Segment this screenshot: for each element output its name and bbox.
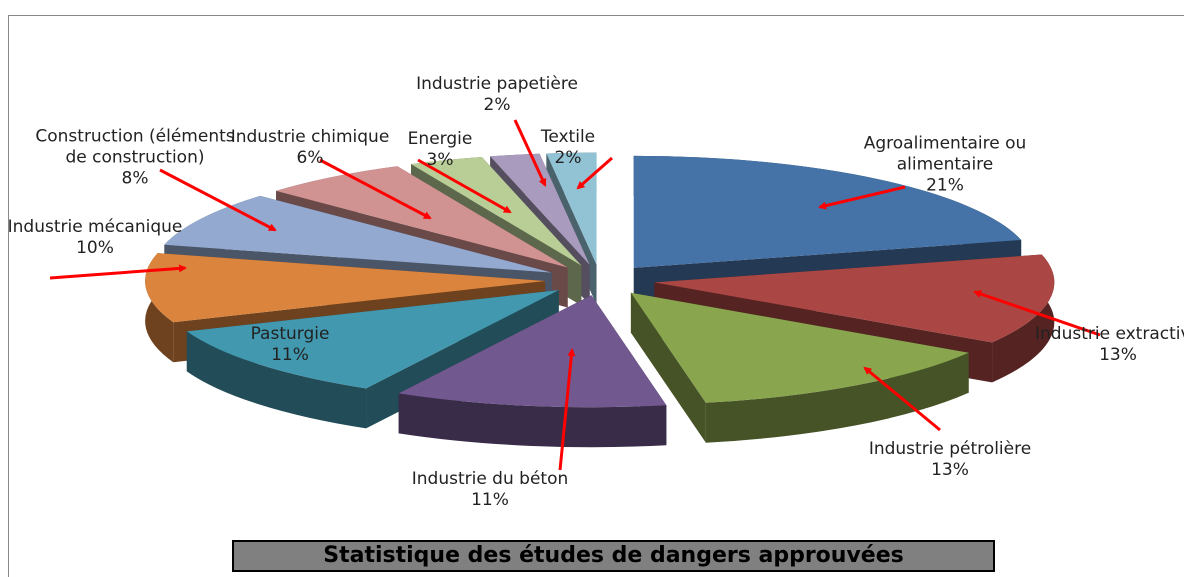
slice-label: Industrie pétrolière 13% xyxy=(850,439,1050,481)
slice-label: Textile 2% xyxy=(468,127,668,169)
arrow xyxy=(818,185,906,210)
slice-side xyxy=(630,292,706,443)
slice-value: 8% xyxy=(121,168,149,189)
arrow xyxy=(513,119,547,187)
arrow xyxy=(576,156,613,190)
slice-value: 2% xyxy=(554,148,582,168)
slice-name: Industrie chimique xyxy=(230,127,390,147)
slice xyxy=(276,166,568,268)
arrow xyxy=(863,366,941,432)
slice-name: Industrie mécanique xyxy=(7,217,183,237)
slice xyxy=(546,152,597,265)
slice xyxy=(633,155,1022,268)
slice-name: Agroalimentaire ou alimentaire xyxy=(863,133,1027,175)
slice xyxy=(490,153,590,265)
slice-value: 10% xyxy=(76,238,114,258)
arrow xyxy=(319,158,432,220)
slice-label: Industrie papetière 2% xyxy=(397,74,597,116)
slice-value: 3% xyxy=(426,150,454,170)
slice-name: Industrie du béton xyxy=(411,469,569,489)
slice xyxy=(654,254,1055,343)
slice-value: 21% xyxy=(926,175,964,196)
slice-label: Energie 3% xyxy=(340,129,540,171)
slice-name: Textile xyxy=(540,127,596,147)
slice-value: 2% xyxy=(483,95,511,115)
slice-label: Construction (éléments de construction) 8… xyxy=(35,127,235,190)
slice-value: 13% xyxy=(1099,345,1137,365)
slice xyxy=(398,295,667,408)
slice xyxy=(164,195,552,273)
slice-wall xyxy=(398,393,667,448)
arrow xyxy=(558,348,576,471)
slice-label: Pasturgie 11% xyxy=(190,324,390,366)
slice-value: 11% xyxy=(271,345,309,365)
arrow xyxy=(49,264,187,280)
arrow xyxy=(417,158,512,214)
slice-wall xyxy=(186,331,367,429)
slice-value: 11% xyxy=(471,490,509,510)
slice-label: Industrie mécanique 10% xyxy=(0,217,195,259)
slice-name: Industrie papetière xyxy=(416,74,578,94)
slice-name: Industrie extractive xyxy=(1035,324,1184,344)
arrow xyxy=(159,168,277,232)
chart-title: Statistique des études de dangers approu… xyxy=(232,540,995,572)
slice-wall xyxy=(705,352,969,443)
slice-name: Pasturgie xyxy=(250,324,330,344)
chart-frame xyxy=(8,15,1184,577)
slice xyxy=(630,292,969,403)
slice-name: Energie xyxy=(407,129,473,149)
slice-name: Construction (éléments de construction) xyxy=(35,126,235,168)
slice xyxy=(145,253,546,323)
slice-value: 6% xyxy=(296,148,324,168)
slice xyxy=(411,157,582,266)
slice-value: 13% xyxy=(931,460,969,480)
slice-name: Industrie pétrolière xyxy=(868,439,1032,459)
slice-label: Industrie chimique 6% xyxy=(210,127,410,169)
slice-label: Industrie extractive13% xyxy=(1018,324,1184,366)
slice xyxy=(186,290,559,389)
slice-label: Industrie du béton 11% xyxy=(390,469,590,511)
arrow xyxy=(973,290,1101,337)
slice-label: Agroalimentaire ou alimentaire 21% xyxy=(845,134,1045,197)
slice-wall xyxy=(992,254,1055,383)
